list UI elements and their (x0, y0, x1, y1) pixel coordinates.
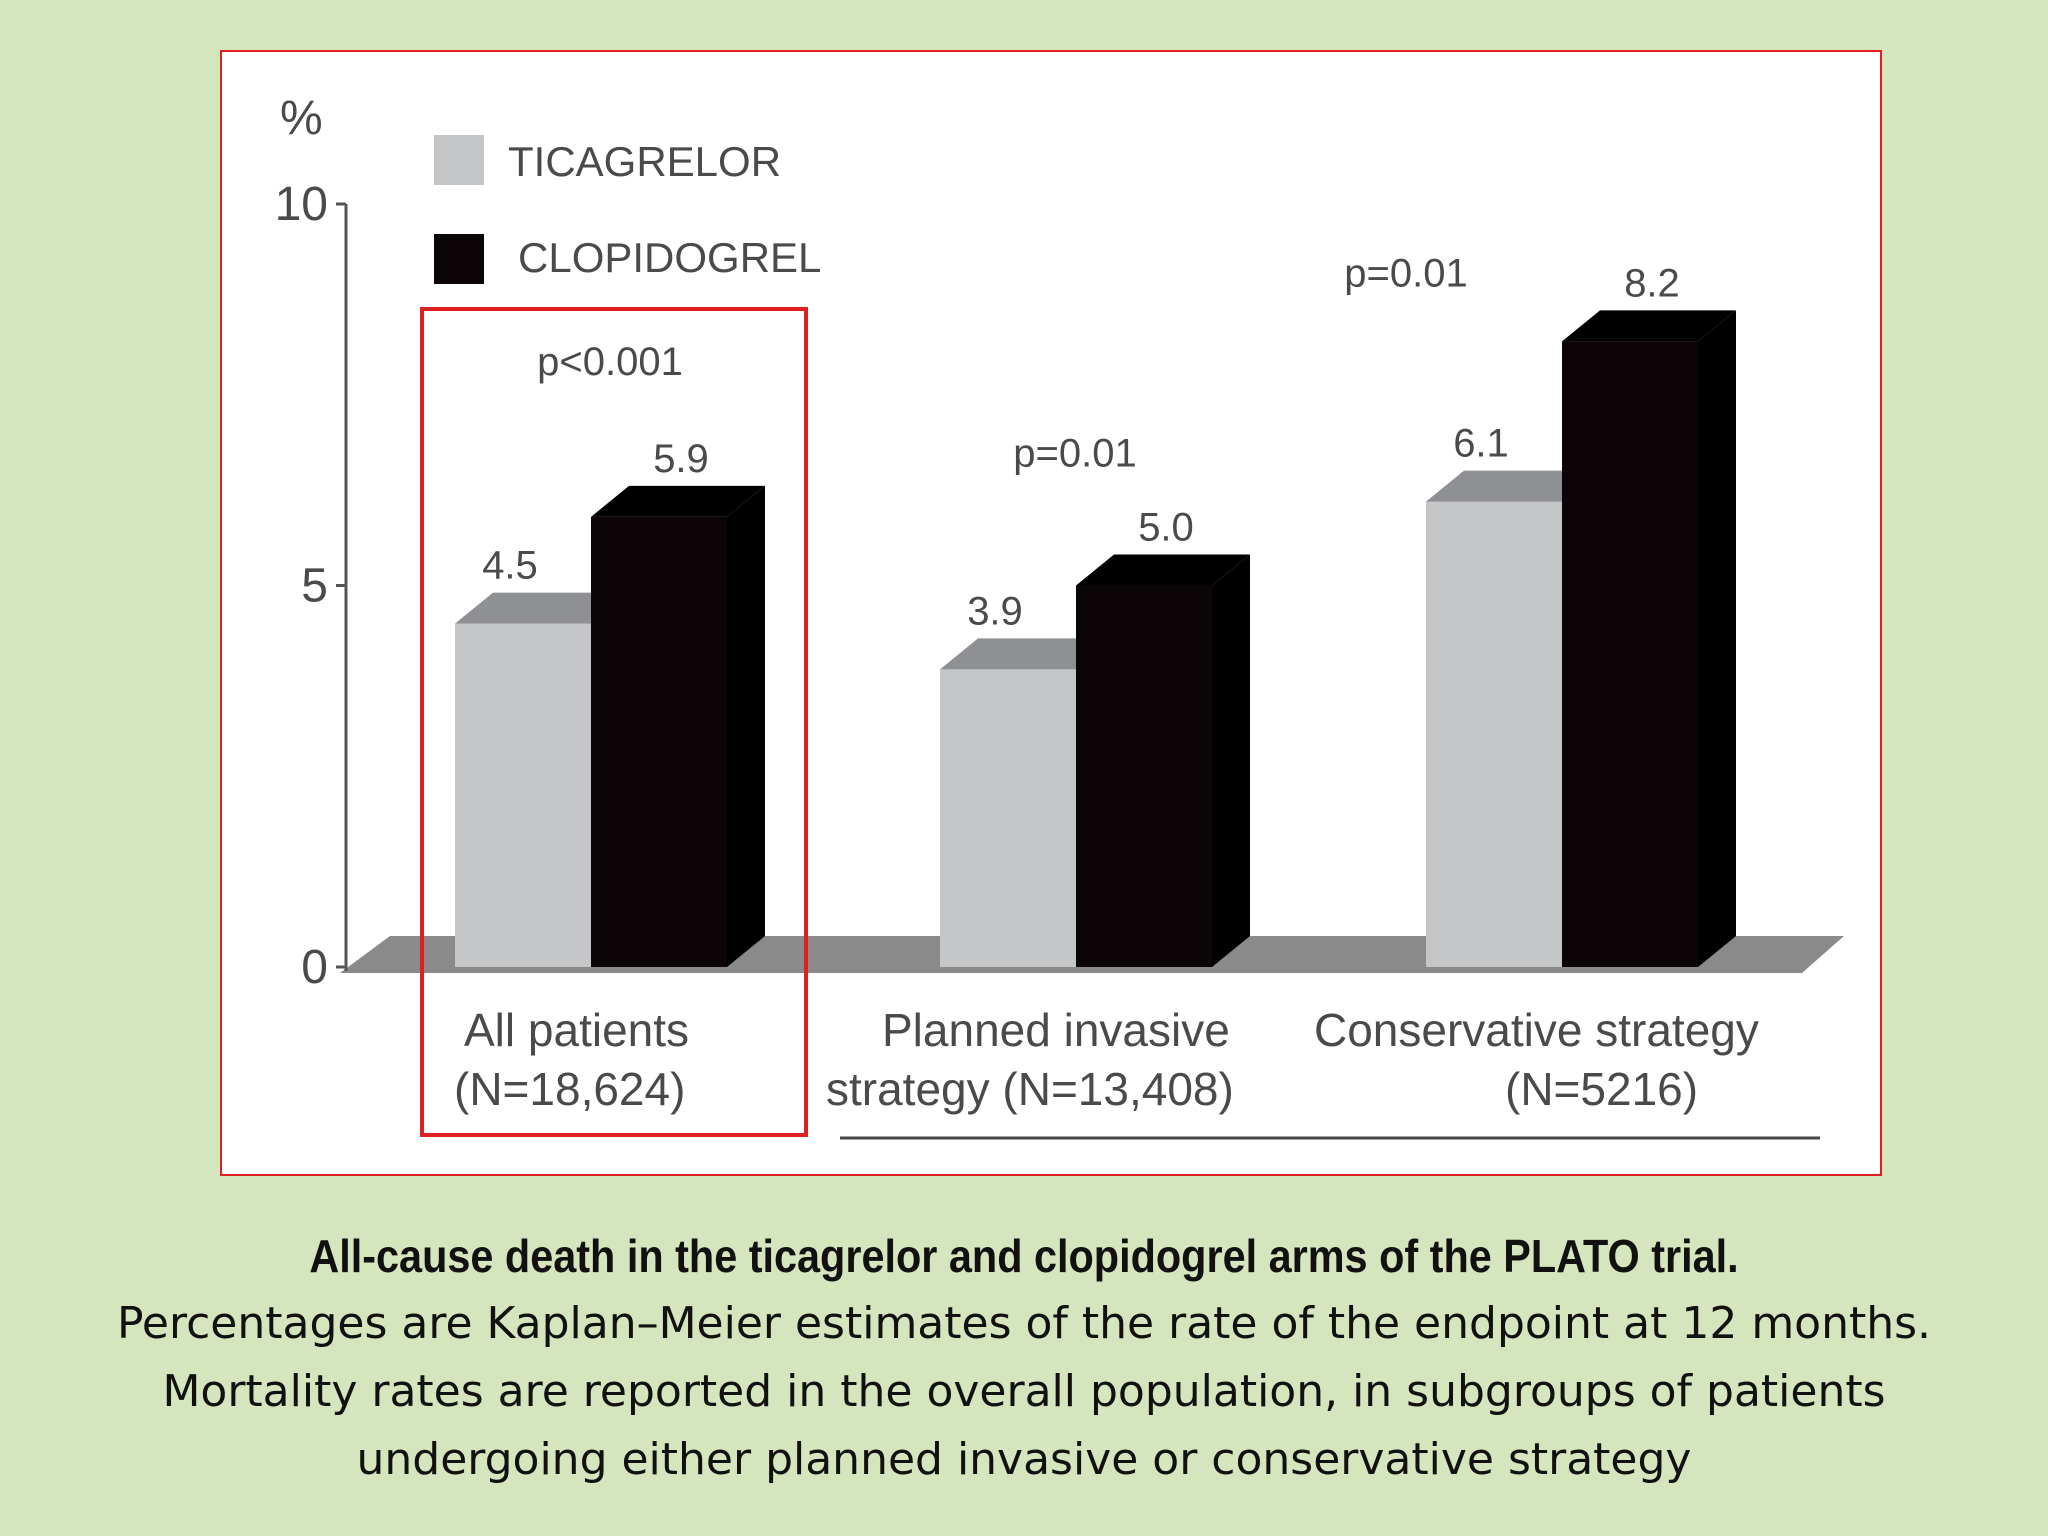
bar-side-face (727, 485, 765, 967)
category-label: strategy (N=13,408) (826, 1063, 1234, 1115)
y-tick-label: 0 (301, 941, 328, 994)
figure-caption: All-cause death in the ticagrelor and cl… (60, 1222, 1988, 1494)
legend-swatch-clopidogrel (434, 234, 484, 284)
legend-swatch-ticagrelor (434, 135, 484, 185)
category-label: (N=18,624) (454, 1063, 685, 1115)
bar-top-face (591, 485, 765, 517)
bar-clopidogrel (591, 516, 727, 967)
data-label: 5.0 (1138, 506, 1194, 550)
bar-top-face (1562, 310, 1736, 342)
bar-clopidogrel (1076, 585, 1212, 967)
y-axis-unit-label: % (280, 92, 323, 145)
category-label: Planned invasive (882, 1004, 1230, 1056)
data-label: 4.5 (482, 544, 538, 588)
bars (455, 310, 1736, 968)
y-axis: % 0 5 10 (275, 92, 1820, 1140)
caption-title: All-cause death in the ticagrelor and cl… (309, 1230, 1739, 1282)
data-label: 3.9 (967, 589, 1023, 633)
p-value-label: p<0.001 (537, 340, 683, 384)
chart-frame: % 0 5 10 4.5 5.9 p<0.001 All patients (N=18,62… (220, 50, 1882, 1176)
data-label: 6.1 (1453, 422, 1509, 466)
bar-top-face (455, 592, 629, 624)
data-label: 5.9 (653, 437, 709, 481)
data-label: 8.2 (1624, 261, 1680, 305)
legend-label-ticagrelor: TICAGRELOR (508, 138, 781, 185)
y-tick-label: 5 (301, 560, 328, 613)
bar-ticagrelor (1426, 501, 1562, 967)
bar-chart: % 0 5 10 4.5 5.9 p<0.001 All patients (N=18,62… (275, 92, 1844, 1140)
caption-body: Percentages are Kaplan–Meier estimates o… (116, 1298, 1932, 1485)
p-value-label: p=0.01 (1013, 432, 1136, 476)
bar-ticagrelor (940, 669, 1076, 967)
data-labels: 4.5 5.9 p<0.001 All patients (N=18,624) 3.9 5.… (454, 251, 1759, 1115)
category-label: (N=5216) (1505, 1063, 1698, 1115)
bar-top-face (940, 638, 1114, 670)
legend-label-clopidogrel: CLOPIDOGREL (518, 234, 821, 281)
category-label: All patients (464, 1004, 689, 1056)
bar-top-face (1076, 554, 1250, 586)
bar-ticagrelor (455, 623, 591, 967)
p-value-label: p=0.01 (1344, 251, 1467, 295)
bar-side-face (1212, 554, 1250, 967)
category-label: Conservative strategy (1314, 1004, 1759, 1056)
y-tick-label: 10 (275, 178, 328, 231)
bar-side-face (1698, 310, 1736, 968)
bar-clopidogrel (1562, 341, 1698, 968)
bar-top-face (1426, 470, 1600, 502)
highlight-box-all-patients (420, 307, 808, 1137)
legend: TICAGRELOR CLOPIDOGREL (434, 135, 821, 284)
